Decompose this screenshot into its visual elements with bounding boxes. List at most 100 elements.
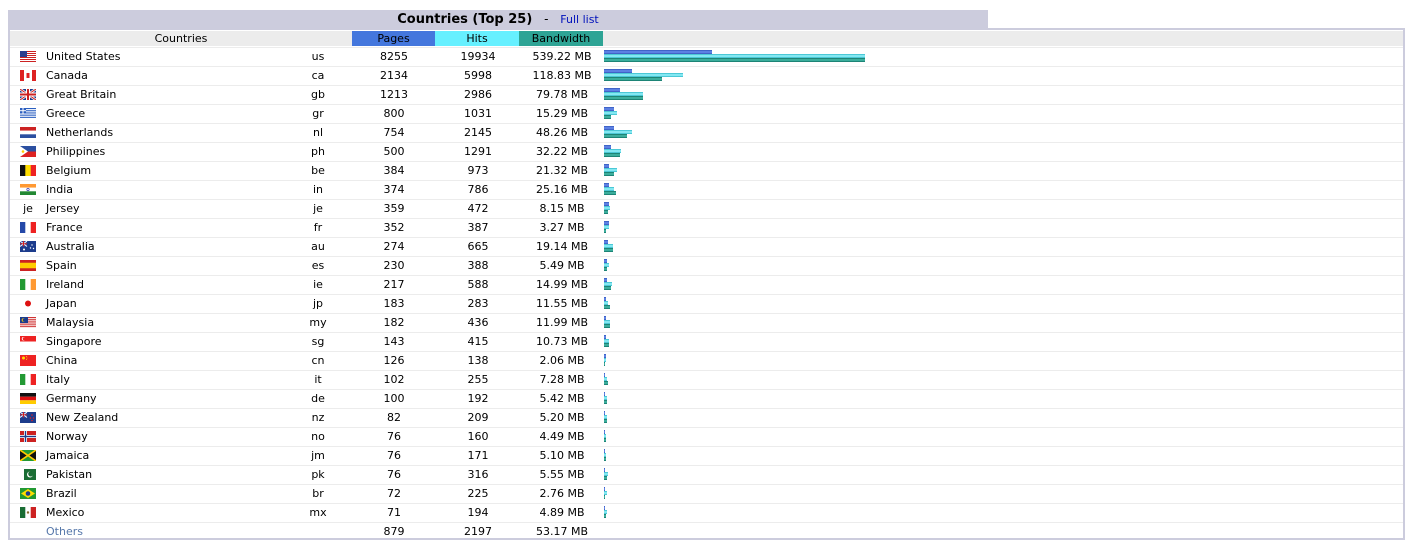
country-code: gr — [312, 107, 324, 120]
in-flag-icon — [20, 184, 36, 195]
others-row: Others 879 2197 53.17 MB — [10, 522, 1403, 541]
bandwidth-bar — [604, 419, 607, 423]
hits-bar — [604, 206, 610, 210]
bandwidth-value: 11.99 MB — [535, 316, 589, 329]
bar-graph — [604, 181, 1204, 199]
country-name: Belgium — [46, 164, 92, 177]
hits-bar — [604, 282, 612, 286]
es-flag-icon — [20, 260, 36, 271]
others-pages: 879 — [383, 525, 405, 538]
country-name: Germany — [46, 392, 97, 405]
country-name: Greece — [46, 107, 86, 120]
gb-flag-icon — [20, 89, 36, 100]
pages-value: 359 — [383, 202, 405, 215]
table-row: India in 374 786 25.16 MB — [10, 180, 1403, 199]
bandwidth-value: 48.26 MB — [535, 126, 589, 139]
bandwidth-value: 25.16 MB — [535, 183, 589, 196]
hits-value: 1031 — [464, 107, 492, 120]
bar-graph — [604, 219, 1204, 237]
pages-bar — [604, 221, 609, 225]
pages-bar — [604, 126, 614, 130]
bandwidth-value: 15.29 MB — [535, 107, 589, 120]
hits-bar — [604, 149, 621, 153]
bar-graph — [604, 143, 1204, 161]
others-label: Others — [46, 525, 83, 538]
table-row: Malaysia my 182 436 11.99 MB — [10, 313, 1403, 332]
hits-bar — [604, 225, 609, 229]
table-row: New Zealand nz 82 209 5.20 MB — [10, 408, 1403, 427]
bandwidth-value: 21.32 MB — [535, 164, 589, 177]
country-code: nl — [312, 126, 324, 139]
pages-bar — [604, 335, 606, 339]
country-code: no — [311, 430, 325, 443]
pages-value: 126 — [383, 354, 405, 367]
pages-value: 217 — [383, 278, 405, 291]
bandwidth-bar — [604, 134, 627, 138]
pages-bar — [604, 88, 620, 92]
nz-flag-icon — [20, 412, 36, 423]
hits-bar — [604, 301, 608, 305]
pages-bar — [604, 354, 606, 358]
hits-bar — [604, 187, 614, 191]
country-name: Australia — [46, 240, 95, 253]
hits-bar — [604, 244, 613, 248]
hits-bar — [604, 92, 643, 96]
bar-graph — [604, 200, 1204, 218]
country-code: pk — [311, 468, 325, 481]
pages-value: 71 — [387, 506, 401, 519]
header-bandwidth: Bandwidth — [519, 31, 603, 46]
pages-bar — [604, 297, 606, 301]
hits-value: 973 — [467, 164, 489, 177]
hits-value: 588 — [467, 278, 489, 291]
pages-value: 182 — [383, 316, 405, 329]
pages-bar — [604, 278, 607, 282]
bar-graph — [604, 409, 1204, 427]
hits-bar — [604, 339, 609, 343]
pages-value: 102 — [383, 373, 405, 386]
full-list-link[interactable]: Full list — [560, 13, 599, 26]
hits-bar — [604, 472, 608, 476]
pages-bar — [604, 145, 611, 149]
bandwidth-value: 2.76 MB — [539, 487, 585, 500]
hits-bar — [604, 358, 606, 362]
bandwidth-bar — [604, 58, 865, 62]
bandwidth-bar — [604, 77, 662, 81]
bandwidth-bar — [604, 153, 620, 157]
sg-flag-icon — [20, 336, 36, 347]
bandwidth-bar — [604, 476, 607, 480]
pages-value: 143 — [383, 335, 405, 348]
bandwidth-bar — [604, 438, 606, 442]
country-name: Jersey — [46, 202, 80, 215]
bar-graph — [604, 371, 1204, 389]
bar-graph — [604, 48, 1204, 66]
bar-graph — [604, 314, 1204, 332]
hits-value: 436 — [467, 316, 489, 329]
pages-bar — [604, 449, 605, 453]
bandwidth-value: 4.89 MB — [539, 506, 585, 519]
bar-graph — [604, 485, 1204, 503]
hits-bar — [604, 54, 865, 58]
ph-flag-icon — [20, 146, 36, 157]
pages-value: 76 — [387, 430, 401, 443]
pages-value: 274 — [383, 240, 405, 253]
section-title: Countries (Top 25) — [397, 12, 533, 27]
pages-value: 374 — [383, 183, 405, 196]
country-code: ph — [311, 145, 325, 158]
header-countries: Countries — [10, 31, 352, 46]
ca-flag-icon — [20, 70, 36, 81]
pages-value: 76 — [387, 468, 401, 481]
hits-value: 255 — [467, 373, 489, 386]
table-row: Canada ca 2134 5998 118.83 MB — [10, 66, 1403, 85]
pages-value: 230 — [383, 259, 405, 272]
bandwidth-value: 10.73 MB — [535, 335, 589, 348]
bandwidth-bar — [604, 400, 607, 404]
table-row: Ireland ie 217 588 14.99 MB — [10, 275, 1403, 294]
bandwidth-value: 3.27 MB — [539, 221, 585, 234]
bandwidth-bar — [604, 324, 610, 328]
bar-graph — [604, 295, 1204, 313]
pages-bar — [604, 411, 605, 415]
hits-value: 194 — [467, 506, 489, 519]
country-code: au — [311, 240, 325, 253]
bandwidth-bar — [604, 115, 611, 119]
nl-flag-icon — [20, 127, 36, 138]
